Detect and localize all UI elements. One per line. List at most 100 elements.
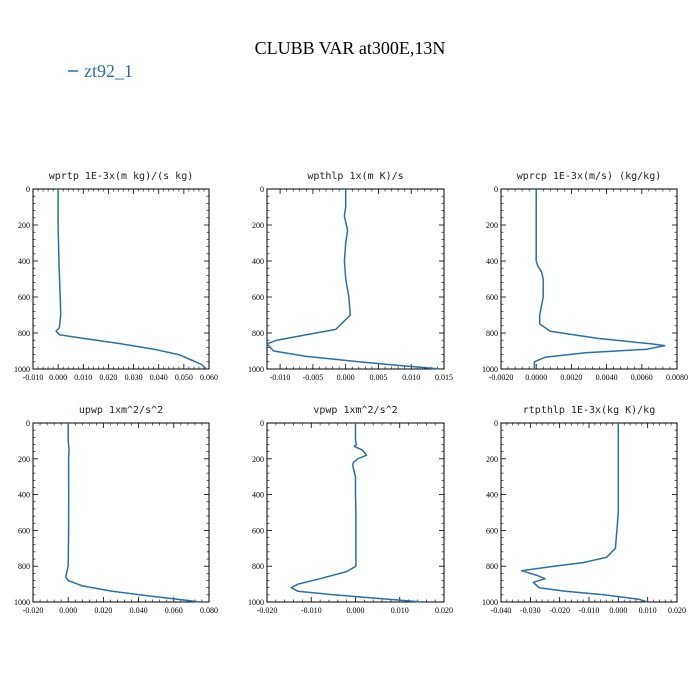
y-tick-label: 200: [252, 455, 264, 464]
x-tick-label: 0.030: [125, 373, 143, 382]
y-tick-label: 1000: [482, 365, 498, 374]
x-tick-label: -0.010: [301, 606, 322, 615]
y-tick-label: 0: [260, 419, 264, 428]
x-tick-label: 0.0040: [596, 373, 618, 382]
x-tick-label: 0.020: [435, 606, 453, 615]
panel-title: rtpthlp 1E-3x(kg K)/kg: [523, 405, 655, 416]
x-tick-label: 0.0080: [666, 373, 688, 382]
y-tick-label: 400: [252, 257, 264, 266]
plot-frame: [32, 188, 210, 370]
x-tick-label: 0.0020: [560, 373, 582, 382]
x-tick-label: -0.020: [257, 606, 278, 615]
plot-frame: [500, 422, 678, 603]
y-tick-label: 0: [26, 185, 30, 194]
series-line: [266, 189, 441, 370]
panel-wprcp: wprcp 1E-3x(m/s) (kg/kg) -0.0020 0.0000 0.0…: [482, 171, 688, 382]
legend-label: zt92_1: [84, 61, 133, 81]
y-tick-label: 200: [486, 455, 498, 464]
y-tick-label: 600: [252, 526, 264, 535]
y-tick-label: 1000: [482, 598, 498, 607]
series-line: [64, 423, 201, 603]
y-tick-label: 200: [252, 221, 264, 230]
x-tick-label: 0.000: [347, 606, 365, 615]
y-tick-label: 400: [486, 491, 498, 500]
y-tick-label: 800: [486, 562, 498, 571]
x-tick-label: 0.020: [99, 373, 117, 382]
y-tick-label: 1000: [248, 598, 264, 607]
y-tick-label: 1000: [248, 365, 264, 374]
x-tick-label: 0.0000: [525, 373, 547, 382]
plot-frame: [266, 188, 445, 370]
x-tick-label: 0.005: [369, 373, 387, 382]
x-tick-label: 0.000: [59, 606, 77, 615]
series-line: [533, 189, 666, 369]
y-tick-label: 0: [494, 419, 498, 428]
y-tick-label: 200: [18, 455, 30, 464]
x-tick-label: -0.0020: [489, 373, 514, 382]
y-tick-label: 0: [26, 419, 30, 428]
x-tick-label: -0.030: [520, 606, 541, 615]
legend: zt92_1: [68, 61, 133, 81]
y-tick-label: 1000: [14, 365, 30, 374]
panel-title: wprcp 1E-3x(m/s) (kg/kg): [517, 171, 662, 182]
panel-title: upwp 1xm^2/s^2: [79, 405, 163, 416]
series-line: [290, 423, 422, 603]
figure-title: CLUBB VAR at300E,13N: [255, 38, 446, 58]
y-tick-label: 600: [252, 293, 264, 302]
x-tick-label: 0.000: [49, 373, 67, 382]
x-tick-label: 0.040: [150, 373, 168, 382]
y-tick-label: 600: [486, 293, 498, 302]
x-tick-label: 0.000: [609, 606, 627, 615]
y-tick-label: 600: [486, 526, 498, 535]
x-tick-label: 0.010: [74, 373, 92, 382]
y-tick-label: 400: [252, 491, 264, 500]
x-tick-label: 0.0060: [631, 373, 653, 382]
x-tick-label: -0.005: [303, 373, 324, 382]
y-tick-label: 800: [18, 329, 30, 338]
plot-frame: [32, 422, 210, 603]
x-tick-label: 0.010: [402, 373, 420, 382]
x-tick-label: 0.015: [435, 373, 453, 382]
panel-title: vpwp 1xm^2/s^2: [313, 405, 397, 416]
y-tick-label: 800: [252, 329, 264, 338]
series-line: [55, 189, 208, 370]
y-tick-label: 400: [18, 491, 30, 500]
x-tick-label: 0.020: [668, 606, 686, 615]
plot-frame: [500, 188, 678, 370]
y-tick-label: 0: [260, 185, 264, 194]
x-tick-label: 0.060: [200, 373, 218, 382]
x-tick-label: 0.010: [391, 606, 409, 615]
panel-upwp: upwp 1xm^2/s^2 -0.020 0.000 0.020 0.040 0.060…: [14, 405, 218, 615]
panel-rtpthlp: rtpthlp 1E-3x(kg K)/kg -0.040 -0.030 -0.020…: [482, 405, 686, 615]
x-tick-label: -0.040: [491, 606, 512, 615]
x-tick-label: -0.010: [23, 373, 44, 382]
x-tick-label: 0.000: [337, 373, 355, 382]
y-tick-label: 800: [18, 562, 30, 571]
y-tick-label: 400: [486, 257, 498, 266]
y-tick-label: 600: [18, 526, 30, 535]
y-tick-label: 800: [486, 329, 498, 338]
y-tick-label: 0: [494, 185, 498, 194]
x-tick-label: -0.010: [270, 373, 291, 382]
x-tick-label: 0.040: [130, 606, 148, 615]
y-tick-label: 400: [18, 257, 30, 266]
series-line: [520, 423, 648, 603]
panel-title: wprtp 1E-3x(m kg)/(s kg): [49, 171, 194, 182]
x-tick-label: -0.010: [579, 606, 600, 615]
x-tick-label: -0.020: [23, 606, 44, 615]
y-tick-label: 200: [486, 221, 498, 230]
panel-wprtp: wprtp 1E-3x(m kg)/(s kg) -0.010 0.000 0.010…: [14, 171, 218, 382]
x-tick-label: 0.060: [165, 606, 183, 615]
x-tick-label: -0.020: [549, 606, 570, 615]
y-tick-label: 600: [18, 293, 30, 302]
y-tick-label: 1000: [14, 598, 30, 607]
x-tick-label: 0.080: [200, 606, 218, 615]
x-tick-label: 0.020: [94, 606, 112, 615]
x-tick-label: 0.010: [639, 606, 657, 615]
x-tick-label: 0.050: [175, 373, 193, 382]
panel-vpwp: vpwp 1xm^2/s^2 -0.020 -0.010 0.000 0.010 0.02…: [248, 405, 453, 615]
y-tick-label: 800: [252, 562, 264, 571]
y-tick-label: 200: [18, 221, 30, 230]
panel-title: wpthlp 1x(m K)/s: [307, 171, 403, 182]
